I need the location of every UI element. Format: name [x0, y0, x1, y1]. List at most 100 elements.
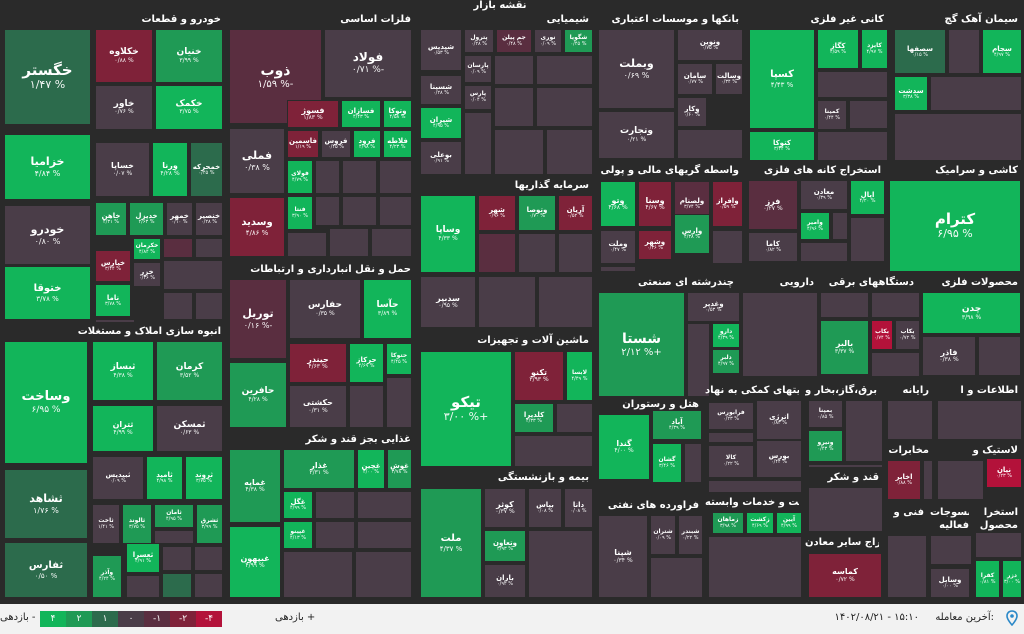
- stock-tile-unlabeled[interactable]: [478, 276, 536, 328]
- stock-tile-khdizal[interactable]: خدیزل ۲/۶۳ %: [129, 202, 164, 236]
- stock-tile-ghoosh[interactable]: غوش ۳/۷۸ %: [387, 449, 412, 489]
- stock-tile-unlabeled[interactable]: [708, 536, 802, 598]
- stock-tile-unlabeled[interactable]: [464, 112, 492, 175]
- stock-tile-bakab[interactable]: بکاب ۰/۷۲ %: [895, 320, 920, 350]
- stock-tile-katuka[interactable]: کتوکا ۳/۳۴ %: [749, 131, 815, 161]
- stock-tile-khatooka[interactable]: ختوقا ۳/۷۸ %: [4, 266, 91, 320]
- stock-tile-fasazan[interactable]: فسازان ۴/۴۳ %: [341, 100, 381, 128]
- stock-tile-aryan[interactable]: آریان ۰/۵۲ %: [558, 195, 593, 231]
- stock-tile-hafarin[interactable]: حافرین ۴/۲۸ %: [229, 362, 287, 428]
- stock-tile-unlabeled[interactable]: [742, 292, 818, 377]
- stock-tile-unlabeled[interactable]: [163, 260, 223, 290]
- stock-tile-unlabeled[interactable]: [95, 319, 135, 323]
- stock-tile-unlabeled[interactable]: [871, 292, 920, 318]
- stock-tile-faraboors[interactable]: فرابورس ۰/۲۳ %: [708, 402, 754, 430]
- stock-tile-tafars[interactable]: ثفارس ۰/۵۰ %: [4, 542, 88, 598]
- stock-tile-baran[interactable]: باران ۰/۹۲ %: [484, 564, 526, 598]
- stock-tile-unlabeled[interactable]: [937, 400, 1022, 440]
- stock-tile-hakashti[interactable]: حکشتی ۰/۳۱ %: [289, 385, 347, 428]
- stock-tile-ghegol[interactable]: غگل ۴/۹۹ %: [283, 491, 313, 519]
- stock-tile-dzara[interactable]: دزر ۳/۰۰ %: [1002, 560, 1022, 598]
- stock-tile-unlabeled[interactable]: [195, 292, 223, 320]
- stock-tile-anrozi[interactable]: انرژی ۰/۸۳ %: [756, 400, 802, 440]
- stock-tile-unlabeled[interactable]: [832, 212, 848, 240]
- stock-tile-khegostar[interactable]: خگستر ۱/۴۷ %: [4, 29, 91, 125]
- stock-tile-unlabeled[interactable]: [494, 129, 544, 175]
- stock-tile-tanavand[interactable]: ثالوند ۳/۷۵ %: [122, 504, 152, 544]
- stock-tile-unlabeled[interactable]: [386, 377, 412, 428]
- stock-tile-unlabeled[interactable]: [349, 385, 384, 428]
- stock-tile-khazar[interactable]: خزر ۰/۳۶ %: [133, 262, 161, 287]
- stock-tile-vasapa[interactable]: وساپا ۴/۳۳ %: [420, 195, 476, 273]
- stock-tile-ghabiahoon[interactable]: غبیهون ۴/۹۹ %: [229, 526, 281, 598]
- stock-tile-gashan[interactable]: گشان ۳/۴۶ %: [652, 443, 682, 483]
- stock-tile-unlabeled[interactable]: [342, 160, 377, 194]
- stock-tile-khavar[interactable]: خاور ۰/۷۶ %: [95, 85, 153, 130]
- stock-tile-unlabeled[interactable]: [556, 403, 593, 433]
- stock-tile-unlabeled[interactable]: [930, 535, 972, 565]
- stock-tile-vasaderat[interactable]: وسالت ۰/۳۴ %: [715, 63, 743, 95]
- stock-tile-ghepino[interactable]: غپینو ۴/۱۳ %: [283, 521, 313, 549]
- stock-tile-taman[interactable]: ثامان ۴/۹۵ %: [154, 504, 194, 528]
- stock-tile-chedan[interactable]: چدن ۳/۹۸ %: [922, 292, 1021, 334]
- stock-tile-kaysara[interactable]: کایزد ۴/۹۷ %: [861, 29, 888, 69]
- stock-tile-unlabeled[interactable]: [536, 55, 593, 85]
- stock-tile-unlabeled[interactable]: [600, 266, 636, 272]
- stock-tile-unlabeled[interactable]: [315, 160, 340, 194]
- stock-tile-tarvand[interactable]: ثروند ۳/۷۵ %: [185, 456, 223, 500]
- stock-tile-kamasa[interactable]: کماسه ۰/۷۲ %: [808, 553, 882, 598]
- stock-tile-sadbir[interactable]: سدبیر ۰/۹۵ %: [420, 276, 476, 328]
- stock-tile-unlabeled[interactable]: [162, 573, 192, 598]
- stock-tile-takhat[interactable]: ثاخت ۱/۴۱ %: [92, 504, 120, 544]
- stock-tile-noori[interactable]: نوری ۰/۰۹ %: [534, 29, 562, 53]
- stock-tile-vataavon[interactable]: وتعاون ۳/۹۳ %: [484, 530, 526, 562]
- stock-tile-unlabeled[interactable]: [315, 491, 355, 519]
- stock-tile-tasharq[interactable]: ثشرق ۳/۹۹ %: [196, 504, 223, 544]
- stock-tile-dana[interactable]: دانا ۰/۰۸ %: [564, 488, 593, 528]
- stock-tile-labsa[interactable]: لابسا ۴/۴۹ %: [566, 351, 593, 401]
- stock-tile-zamahan[interactable]: زماهان ۳/۹۸ %: [712, 512, 744, 534]
- stock-tile-vares[interactable]: وارس ۴/۳۸ %: [674, 214, 710, 254]
- stock-tile-vatuka[interactable]: وتوکا ۴/۵۸ %: [383, 100, 412, 128]
- stock-tile-unlabeled[interactable]: [887, 400, 933, 440]
- stock-tile-tashahed[interactable]: ثشاهد ۱/۷۶ %: [4, 469, 88, 539]
- stock-tile-unlabeled[interactable]: [820, 292, 869, 318]
- stock-tile-unlabeled[interactable]: [808, 464, 883, 468]
- stock-tile-tamid[interactable]: ثامید ۴/۹۸ %: [146, 456, 183, 500]
- stock-tile-famasin[interactable]: فاسمین ۱/۱۹ %: [287, 130, 319, 158]
- stock-tile-khakarman[interactable]: خکرمان ۴/۸۴ %: [133, 238, 161, 260]
- stock-tile-foolay[interactable]: فولای ۴/۷۹ %: [287, 160, 313, 194]
- stock-tile-vatosa[interactable]: وتوصا ۰/۷۰ %: [518, 195, 556, 231]
- stock-tile-apal[interactable]: اپال ۴/۲۰ %: [850, 180, 885, 215]
- stock-tile-unlabeled[interactable]: [357, 491, 412, 519]
- stock-tile-hasa[interactable]: حآسا ۳/۸۹ %: [363, 279, 412, 339]
- stock-tile-khasapa[interactable]: خساپا ۰/۰۷ %: [95, 142, 150, 197]
- stock-tile-unlabeled[interactable]: [546, 129, 593, 175]
- stock-tile-pars[interactable]: پارس ۰/۰۴ %: [464, 85, 492, 110]
- stock-tile-hafars[interactable]: حفارس ۰/۳۵ %: [289, 279, 361, 339]
- stock-tile-kheyras[interactable]: خیارس ۳/۴۴ %: [95, 250, 131, 282]
- stock-tile-unlabeled[interactable]: [315, 196, 340, 226]
- stock-tile-unlabeled[interactable]: [978, 336, 1021, 376]
- stock-tile-unlabeled[interactable]: [800, 242, 848, 262]
- stock-tile-faraz[interactable]: فرز ۰/۲۷ %: [748, 180, 798, 230]
- stock-tile-vanovin[interactable]: ونوین ۰/۷۵ %: [677, 29, 743, 61]
- stock-tile-baber[interactable]: بالبر ۳/۳۷ %: [820, 320, 869, 375]
- stock-tile-dalber[interactable]: دلبر ۴/۹۷ %: [712, 349, 740, 374]
- stock-tile-fazar[interactable]: فاذر ۰/۳۸ %: [922, 336, 976, 376]
- stock-tile-fasooj[interactable]: فسوژ ۱/۸۳ %: [287, 100, 339, 128]
- stock-tile-boali[interactable]: بوعلی ۰/۹۱ %: [420, 141, 462, 175]
- stock-tile-unlabeled[interactable]: [650, 557, 703, 598]
- stock-tile-unlabeled[interactable]: [817, 71, 888, 98]
- stock-tile-falateh[interactable]: فلاطه ۴/۲۳ %: [383, 130, 412, 158]
- stock-tile-unlabeled[interactable]: [283, 551, 353, 598]
- stock-tile-fameli[interactable]: فملی ۰/۳۸ %: [229, 128, 285, 194]
- stock-tile-vatoo[interactable]: وتو ۴/۶۸ %: [600, 181, 636, 227]
- stock-tile-unlabeled[interactable]: [126, 575, 160, 598]
- stock-tile-heydar[interactable]: حیندر ۴/۶۳ %: [289, 343, 347, 383]
- stock-tile-ayin[interactable]: آیین ۴/۹۹ %: [776, 512, 802, 534]
- stock-tile-unlabeled[interactable]: [315, 521, 355, 549]
- stock-tile-unlabeled[interactable]: [808, 487, 883, 532]
- stock-tile-unlabeled[interactable]: [478, 233, 516, 273]
- stock-tile-taknoo[interactable]: تکنو ۳/۹۳ %: [514, 351, 564, 401]
